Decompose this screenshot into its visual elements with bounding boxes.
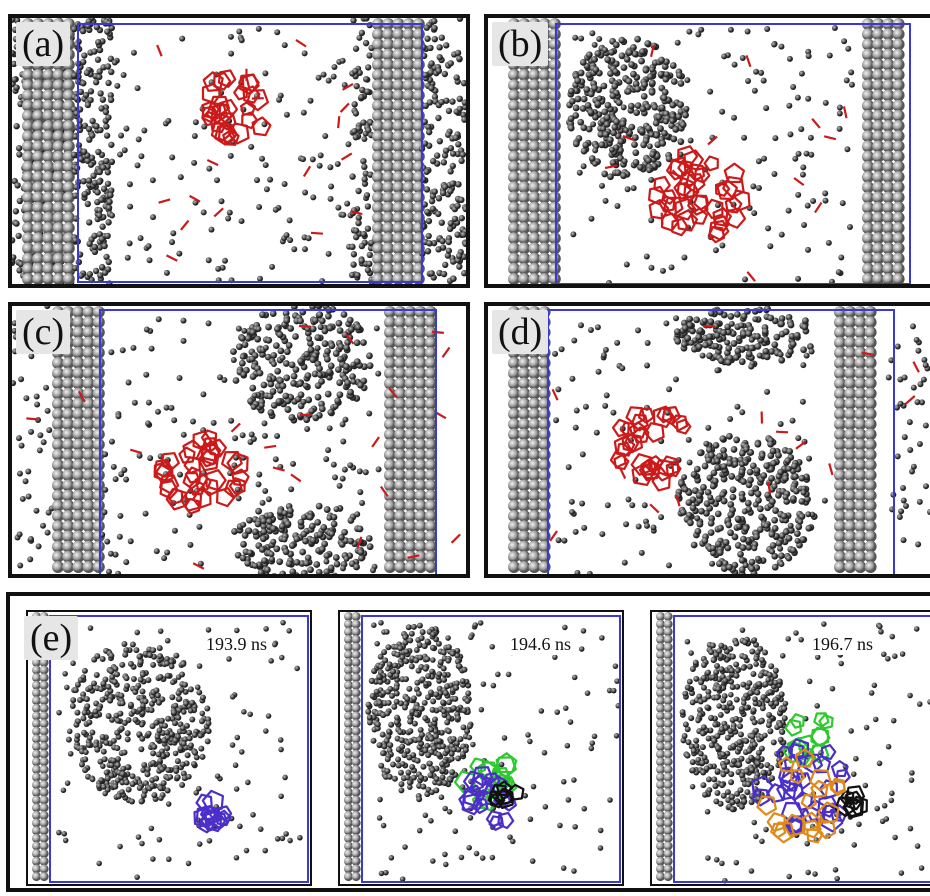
hydrate-cage-black xyxy=(834,785,868,819)
simulation-box xyxy=(49,615,309,883)
gas-molecules xyxy=(418,18,466,284)
panel-c-scene xyxy=(12,306,461,574)
simulation-box xyxy=(547,309,895,574)
panel-d: (d) xyxy=(484,302,930,578)
panel-b-scene xyxy=(508,18,911,284)
panel-a-label: (a) xyxy=(16,22,71,66)
gas-molecules xyxy=(56,619,303,880)
gas-molecules xyxy=(348,18,376,284)
gas-bubble xyxy=(365,622,474,803)
graphene-wall xyxy=(372,18,425,284)
frame-2-time: 194.6 ns xyxy=(508,634,574,655)
simulation-box xyxy=(361,615,621,883)
graphene-wall xyxy=(862,18,905,284)
graphene-wall xyxy=(656,612,673,882)
panel-c: (c) xyxy=(8,302,470,578)
panel-d-scene xyxy=(508,306,930,574)
simulation-box xyxy=(99,309,437,574)
graphene-wall xyxy=(384,306,437,573)
simulation-box xyxy=(77,23,423,283)
hydrate-cage-black xyxy=(487,780,525,810)
frame-3-scene xyxy=(656,612,930,884)
panel-e-label: (e) xyxy=(24,616,79,660)
gas-molecules xyxy=(70,18,116,284)
frame-2-scene xyxy=(344,612,622,883)
methane-cluster xyxy=(609,405,692,492)
simulation-box xyxy=(673,615,930,883)
frame-2: 194.6 ns xyxy=(338,610,624,886)
hydrate-cage-purple xyxy=(193,789,233,834)
panel-b: (b) xyxy=(484,14,930,288)
dissolved-molecules xyxy=(549,325,920,542)
graphene-wall xyxy=(834,306,877,573)
gas-molecules xyxy=(885,323,930,548)
panel-e: 193.9 ns 194.6 ns 196.7 ns (e) xyxy=(6,592,930,892)
gas-molecules xyxy=(109,25,373,284)
methane-cluster xyxy=(648,145,751,244)
frame-3: 196.7 ns xyxy=(650,610,930,886)
simulation-box xyxy=(555,23,911,284)
dissolved-molecules xyxy=(156,39,363,262)
gas-bubble xyxy=(65,640,212,805)
panel-a: (a) xyxy=(8,14,470,288)
gas-bubble xyxy=(674,432,818,574)
gas-bubble xyxy=(673,306,814,368)
hydrate-cage-orange xyxy=(756,748,847,844)
panel-d-label: (d) xyxy=(492,310,549,354)
panel-b-label: (b) xyxy=(492,22,549,66)
frame-1-scene xyxy=(32,612,309,883)
panel-a-scene xyxy=(12,18,466,284)
methane-cluster xyxy=(153,429,250,515)
gas-bubble xyxy=(231,502,374,574)
gas-bubble xyxy=(566,35,689,181)
panel-c-label: (c) xyxy=(16,310,71,354)
frame-1-time: 193.9 ns xyxy=(204,634,270,655)
frame-3-time: 196.7 ns xyxy=(810,634,876,655)
methane-cluster xyxy=(201,69,272,146)
graphene-wall xyxy=(344,612,361,882)
dissolved-molecules xyxy=(604,44,848,282)
dissolved-molecules xyxy=(26,324,461,570)
graphene-wall xyxy=(52,306,105,573)
